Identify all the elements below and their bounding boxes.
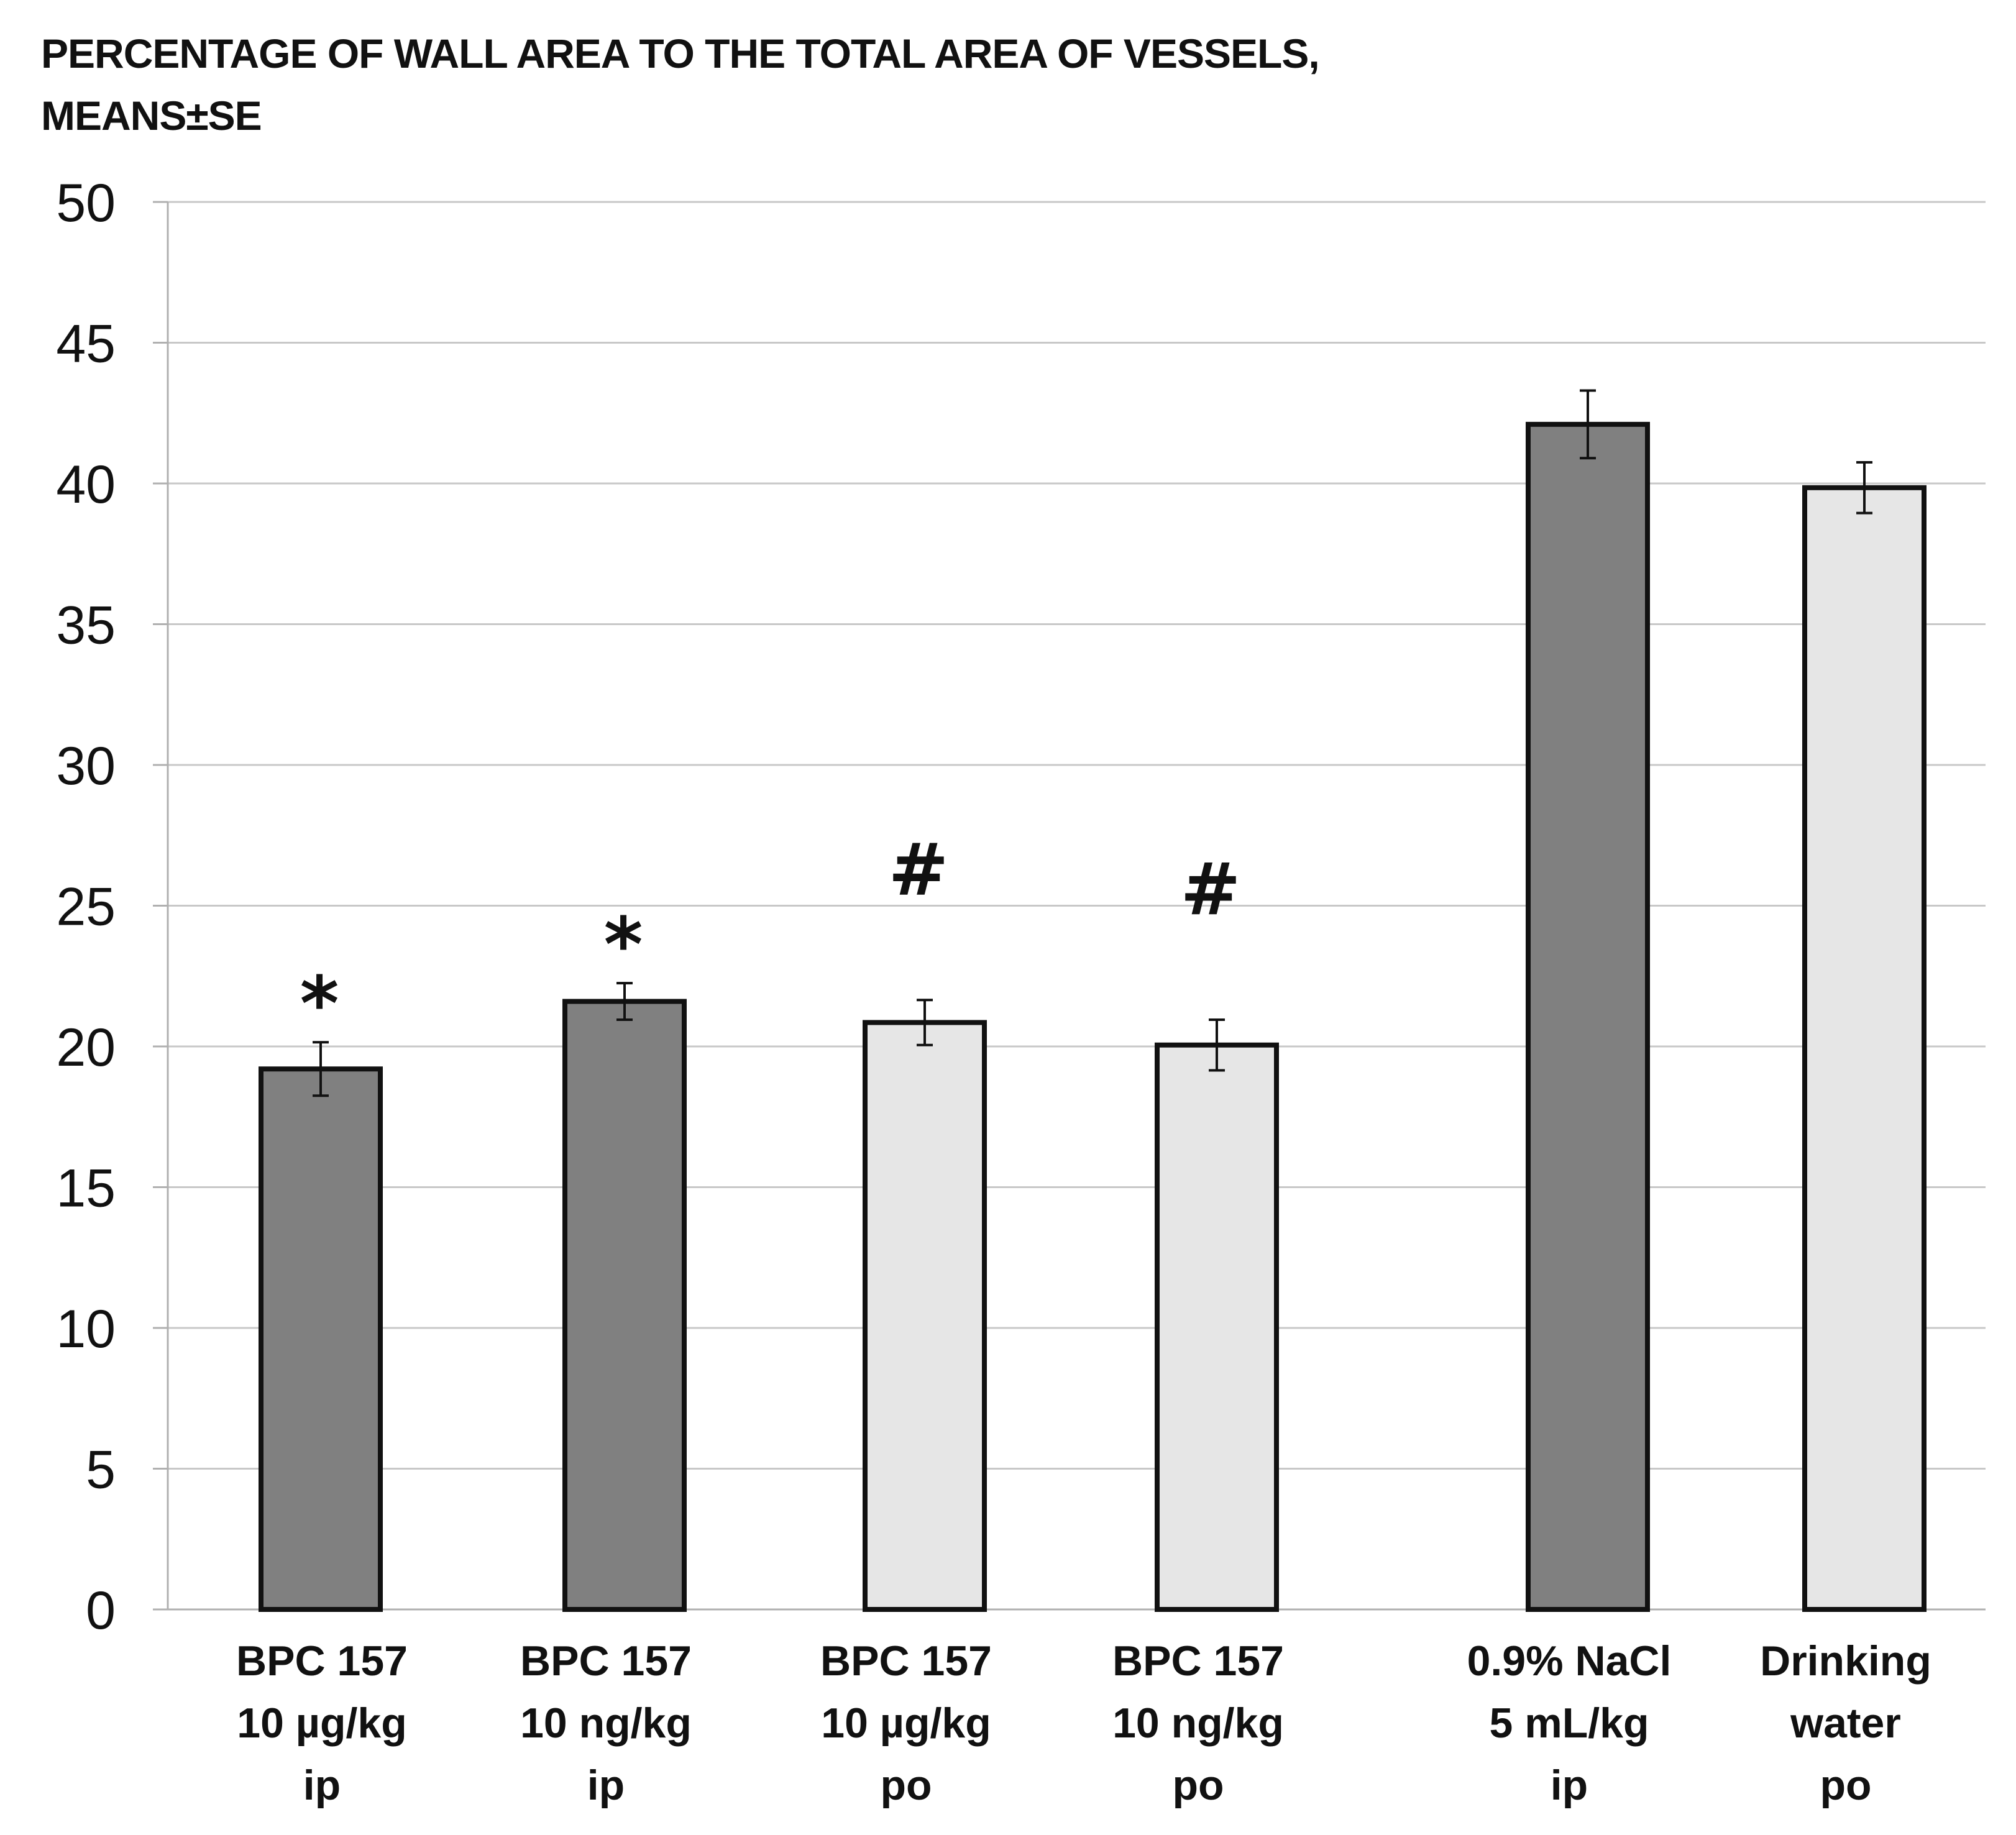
y-tick-label-30: 30: [56, 736, 116, 796]
error-bars: [313, 389, 1872, 1097]
gridlines: [168, 201, 1986, 1470]
category-label-5-line-1: 0.9% NaCl: [1467, 1637, 1672, 1685]
significance-marker-4: #: [1180, 848, 1240, 931]
category-label-2-line-3: ip: [587, 1762, 625, 1809]
significance-markers: * * # #: [300, 828, 1241, 1048]
y-tick-label-35: 35: [56, 596, 116, 656]
category-label-5-line-2: 5 mL/kg: [1490, 1700, 1649, 1747]
y-tick-label-50: 50: [56, 173, 116, 233]
bars: [259, 421, 1927, 1612]
bar-2: [562, 999, 687, 1612]
category-label-3-line-3: po: [880, 1762, 932, 1809]
y-tick-label-20: 20: [56, 1018, 116, 1078]
category-label-1-line-3: ip: [303, 1762, 341, 1809]
bar-1: [259, 1066, 383, 1612]
y-tick-label-5: 5: [86, 1440, 116, 1500]
y-tick-label-40: 40: [56, 455, 116, 515]
category-label-3-line-2: 10 µg/kg: [821, 1700, 991, 1747]
axes: [153, 201, 1986, 1611]
category-label-2-line-2: 10 ng/kg: [520, 1700, 692, 1747]
category-label-1-line-2: 10 µg/kg: [237, 1700, 407, 1747]
category-label-5-line-3: ip: [1551, 1762, 1588, 1809]
category-label-4-line-3: po: [1172, 1762, 1224, 1809]
category-label-4-line-1: BPC 157: [1112, 1637, 1284, 1685]
category-label-6-line-2: water: [1790, 1700, 1901, 1747]
bar-5: [1526, 421, 1650, 1612]
y-tick-label-0: 0: [86, 1581, 116, 1641]
category-label-3-line-1: BPC 157: [820, 1637, 992, 1685]
bar-3: [863, 1020, 987, 1612]
significance-marker-1: *: [300, 961, 339, 1048]
significance-marker-2: *: [604, 902, 643, 989]
y-tick-label-25: 25: [56, 877, 116, 937]
bar-4: [1155, 1042, 1279, 1612]
category-label-4-line-2: 10 ng/kg: [1112, 1700, 1284, 1747]
chart-title-line-2: MEANS±SE: [41, 93, 262, 139]
significance-marker-3: #: [888, 828, 948, 912]
category-label-6-line-3: po: [1820, 1762, 1871, 1809]
bar-6: [1802, 485, 1927, 1612]
y-tick-label-45: 45: [56, 314, 116, 374]
y-tick-labels: 0 5 10 15 20 25 30 35 40 45 50: [56, 173, 116, 1641]
category-labels: BPC 157 10 µg/kg ip BPC 157 10 ng/kg ip BPC 15…: [236, 1637, 1931, 1809]
chart-title: PERCENTAGE OF WALL AREA TO THE TOTAL ARE…: [41, 22, 1843, 147]
y-tick-label-15: 15: [56, 1159, 116, 1219]
chart-title-line-1: PERCENTAGE OF WALL AREA TO THE TOTAL ARE…: [41, 30, 1320, 76]
category-label-1-line-1: BPC 157: [236, 1637, 408, 1685]
category-label-2-line-1: BPC 157: [520, 1637, 692, 1685]
category-label-6-line-1: Drinking: [1760, 1637, 1931, 1685]
y-tick-label-10: 10: [56, 1299, 116, 1359]
